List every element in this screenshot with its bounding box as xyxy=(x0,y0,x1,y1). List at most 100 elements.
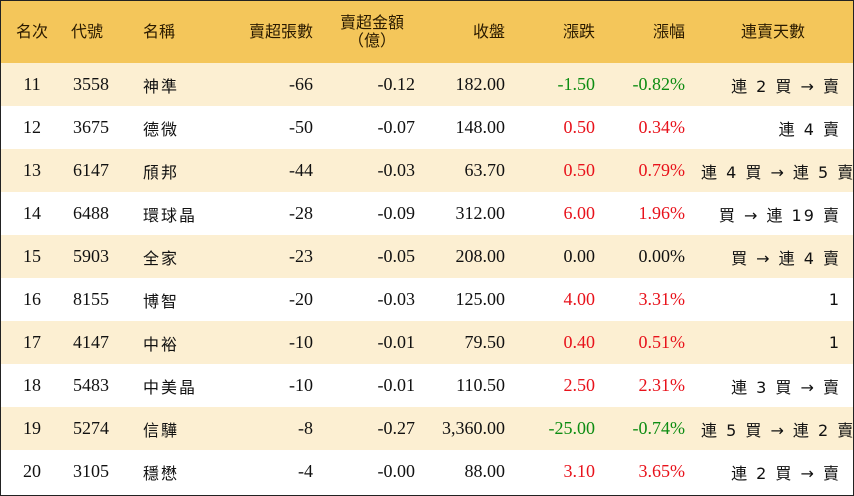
cell-change: 0.50 xyxy=(563,117,596,137)
table-header-row: 名次 代號 名稱 賣超張數 賣超金額 （億） 收盤 漲跌 漲幅 連賣天數 xyxy=(1,1,853,63)
cell-close: 110.50 xyxy=(456,375,505,395)
cell-sell-lots: -28 xyxy=(289,203,313,223)
cell-sell-lots: -10 xyxy=(289,375,313,395)
cell-close: 182.00 xyxy=(455,74,506,94)
cell-sell-days: 連 5 買 → 連 2 賣 xyxy=(701,420,854,440)
cell-rank: 19 xyxy=(23,418,41,438)
cell-sell-days: 買 → 連 4 賣 xyxy=(731,248,841,268)
cell-name: 德微 xyxy=(143,119,180,139)
cell-sell-lots: -66 xyxy=(289,74,313,94)
cell-code: 3558 xyxy=(73,74,109,94)
cell-change-pct: -0.74% xyxy=(632,418,686,438)
cell-sell-amount: -0.03 xyxy=(377,160,416,180)
header-change-pct: 漲幅 xyxy=(652,22,685,41)
table-row: 17 4147 中裕 -10 -0.01 79.50 0.40 0.51% 1 xyxy=(1,321,853,364)
cell-code: 5483 xyxy=(73,375,109,395)
table-row: 18 5483 中美晶 -10 -0.01 110.50 2.50 2.31% 連 3 買 → … xyxy=(1,364,853,407)
cell-code: 8155 xyxy=(73,289,109,309)
cell-sell-lots: -4 xyxy=(298,461,313,481)
header-close: 收盤 xyxy=(472,22,505,41)
cell-code: 6147 xyxy=(73,160,109,180)
cell-change: 0.00 xyxy=(563,246,596,266)
cell-sell-days: 連 4 賣 xyxy=(778,119,841,139)
cell-sell-amount: -0.01 xyxy=(377,375,416,395)
cell-rank: 20 xyxy=(23,461,41,481)
cell-sell-days: 1 xyxy=(828,333,841,352)
cell-sell-days: 買 → 連 19 賣 xyxy=(718,205,841,225)
cell-change: 6.00 xyxy=(563,203,596,223)
cell-sell-days: 1 xyxy=(828,290,841,309)
cell-rank: 16 xyxy=(23,289,41,309)
table-row: 11 3558 神準 -66 -0.12 182.00 -1.50 -0.82% 連 2 買 →… xyxy=(1,63,853,106)
table-row: 12 3675 德微 -50 -0.07 148.00 0.50 0.34% 連 4 賣 xyxy=(1,106,853,149)
cell-name: 神準 xyxy=(143,76,180,96)
cell-code: 3675 xyxy=(73,117,109,137)
cell-change: 2.50 xyxy=(563,375,596,395)
cell-sell-days: 連 2 買 → 賣 xyxy=(731,463,841,483)
cell-sell-amount: -0.09 xyxy=(377,203,416,223)
cell-close: 88.00 xyxy=(464,461,506,481)
header-sell-lots: 賣超張數 xyxy=(248,22,313,41)
cell-sell-days: 連 3 買 → 賣 xyxy=(731,377,841,397)
cell-sell-amount: -0.03 xyxy=(377,289,416,309)
cell-code: 3105 xyxy=(73,461,109,481)
header-sell-amount: 賣超金額 （億） xyxy=(339,13,404,50)
cell-close: 312.00 xyxy=(455,203,506,223)
cell-close: 148.00 xyxy=(455,117,506,137)
cell-rank: 17 xyxy=(23,332,41,352)
cell-sell-lots: -10 xyxy=(289,332,313,352)
cell-change: -25.00 xyxy=(548,418,596,438)
table-row: 20 3105 穩懋 -4 -0.00 88.00 3.10 3.65% 連 2 買 → 賣 xyxy=(1,450,853,493)
cell-sell-lots: -23 xyxy=(289,246,313,266)
cell-change: 0.40 xyxy=(563,332,596,352)
cell-sell-amount: -0.07 xyxy=(377,117,416,137)
cell-code: 4147 xyxy=(73,332,109,352)
cell-change: 3.10 xyxy=(563,461,596,481)
table-row: 14 6488 環球晶 -28 -0.09 312.00 6.00 1.96% 買 → 連 19… xyxy=(1,192,853,235)
cell-change-pct: 3.65% xyxy=(638,461,686,481)
cell-name: 中裕 xyxy=(143,334,180,354)
cell-sell-days: 連 4 買 → 連 5 賣 xyxy=(701,162,854,182)
header-change: 漲跌 xyxy=(562,22,595,41)
cell-sell-days: 連 2 買 → 賣 xyxy=(731,76,841,96)
cell-rank: 15 xyxy=(23,246,41,266)
table-row: 13 6147 頎邦 -44 -0.03 63.70 0.50 0.79% 連 4 買 → 連 … xyxy=(1,149,853,192)
cell-close: 125.00 xyxy=(455,289,506,309)
cell-rank: 11 xyxy=(23,74,41,94)
cell-sell-amount: -0.00 xyxy=(377,461,416,481)
cell-close: 208.00 xyxy=(455,246,506,266)
cell-code: 5903 xyxy=(73,246,109,266)
cell-sell-amount: -0.12 xyxy=(377,74,416,94)
table-row: 16 8155 博智 -20 -0.03 125.00 4.00 3.31% 1 xyxy=(1,278,853,321)
cell-rank: 12 xyxy=(23,117,41,137)
cell-change: 4.00 xyxy=(563,289,596,309)
cell-close: 3,360.00 xyxy=(442,418,505,438)
cell-sell-amount: -0.27 xyxy=(377,418,416,438)
cell-change-pct: 2.31% xyxy=(638,375,686,395)
cell-change-pct: 0.51% xyxy=(638,332,686,352)
table-body: 11 3558 神準 -66 -0.12 182.00 -1.50 -0.82% 連 2 買 →… xyxy=(1,63,853,493)
cell-sell-lots: -44 xyxy=(289,160,313,180)
cell-name: 博智 xyxy=(143,291,180,311)
cell-name: 頎邦 xyxy=(143,162,180,182)
cell-name: 穩懋 xyxy=(143,463,180,483)
cell-name: 環球晶 xyxy=(143,205,198,225)
cell-change-pct: 1.96% xyxy=(638,203,686,223)
header-rank: 名次 xyxy=(15,22,48,41)
cell-change-pct: 0.79% xyxy=(638,160,686,180)
header-name: 名稱 xyxy=(143,22,176,41)
cell-change-pct: 3.31% xyxy=(638,289,686,309)
cell-sell-amount: -0.05 xyxy=(377,246,416,266)
cell-sell-lots: -20 xyxy=(289,289,313,309)
cell-change-pct: 0.00% xyxy=(638,246,686,266)
cell-rank: 18 xyxy=(23,375,41,395)
cell-sell-lots: -8 xyxy=(298,418,313,438)
cell-change-pct: -0.82% xyxy=(632,74,686,94)
cell-name: 中美晶 xyxy=(143,377,198,397)
cell-name: 全家 xyxy=(143,248,180,268)
cell-code: 5274 xyxy=(73,418,109,438)
cell-sell-lots: -50 xyxy=(289,117,313,137)
table-row: 19 5274 信驊 -8 -0.27 3,360.00 -25.00 -0.74% 連 5 買… xyxy=(1,407,853,450)
cell-rank: 13 xyxy=(23,160,41,180)
